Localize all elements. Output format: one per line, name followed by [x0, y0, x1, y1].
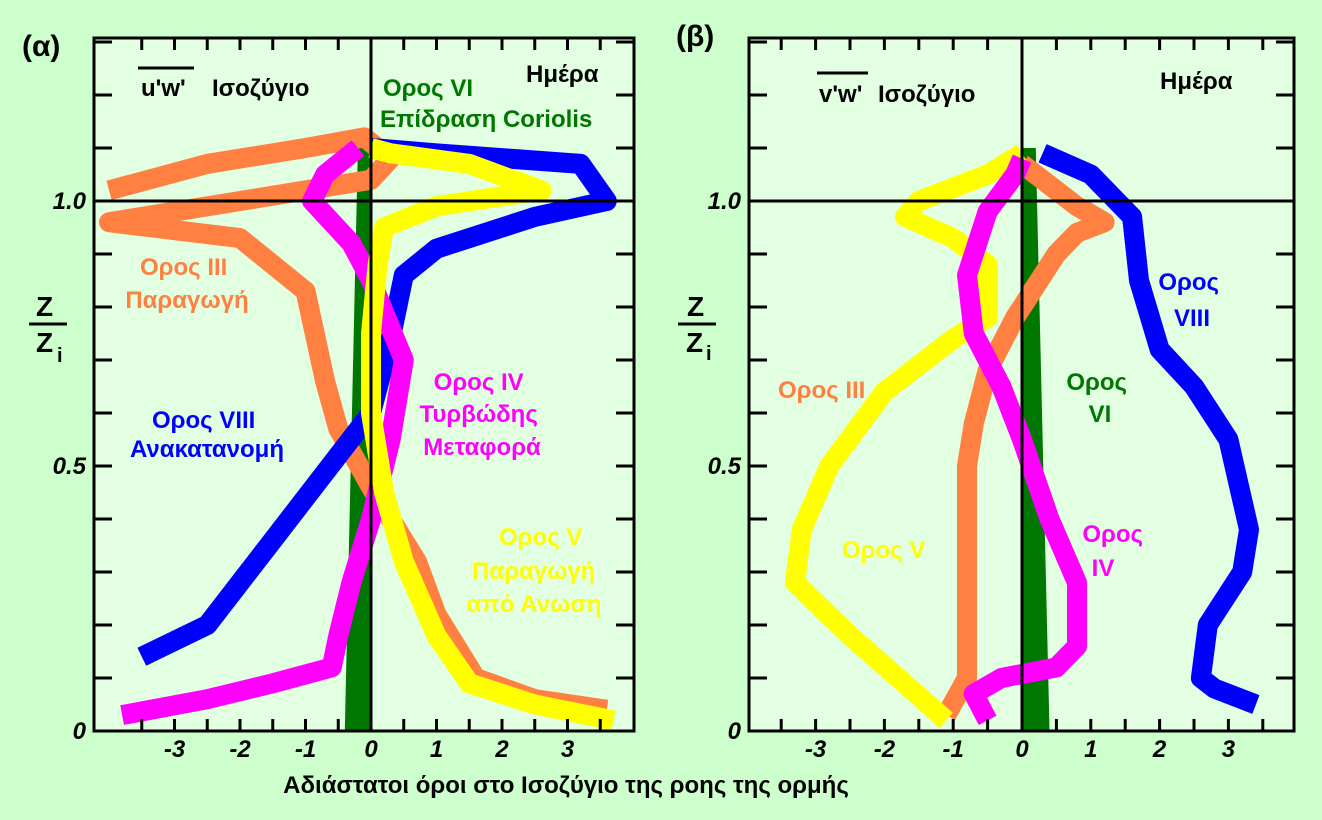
annotation-term-iii-alpha-line2: Παραγωγή — [125, 287, 248, 314]
time-label-alpha: Ημέρα — [526, 61, 599, 88]
balance-label-alpha: Ισοζύγιο — [212, 75, 309, 102]
annotation-term-viii-beta: Ορος VIII — [1158, 269, 1225, 332]
y-axis-label-beta: Z Z i — [678, 291, 716, 365]
series-ορος-iv-alpha — [120, 140, 414, 725]
x-tick-label: -3 — [805, 736, 827, 763]
panel-alpha: 0 0.5 1.0 -3 -2 -1 0 1 2 3 (α) u'w' Ισοζύγιο Ημέρ… — [22, 30, 636, 763]
annotation-term-iii-alpha: Ορος III Παραγωγή — [125, 254, 248, 314]
x-tick-label: -1 — [943, 736, 964, 763]
series-ορος-iii-alpha — [99, 127, 609, 720]
annotation-term-iv-beta-line2: IV — [1092, 555, 1115, 582]
y-axis-label-alpha: Z Z i — [29, 291, 67, 367]
axes-alpha: 0 0.5 1.0 -3 -2 -1 0 1 2 3 — [53, 36, 636, 763]
annotation-term-iii-alpha-line1: Ορος III — [140, 254, 227, 281]
curves-beta — [785, 144, 1260, 731]
time-label-beta: Ημέρα — [1160, 68, 1233, 95]
y-tick-label: 0 — [73, 718, 87, 745]
x-tick-label: 1 — [1084, 736, 1097, 763]
x-tick-label: 1 — [430, 736, 443, 763]
x-tick-label: 3 — [1222, 736, 1236, 763]
series-ορος-viii-beta — [1038, 144, 1260, 714]
z-denominator-beta: Z — [686, 327, 703, 358]
annotation-term-viii-beta-line1: Ορος — [1158, 269, 1219, 296]
annotation-term-viii-alpha-line1: Ορος VIII — [152, 407, 255, 434]
annotation-term-viii-alpha-line2: Ανακατανομή — [130, 436, 284, 463]
annotation-term-iv-beta: Ορος IV — [1082, 521, 1149, 582]
z-denominator-alpha: Z — [36, 327, 53, 358]
panel-beta: 0 0.5 1.0 -3 -2 -1 0 1 2 3 (β) v'w' Ισοζύγιο Ημέρ… — [676, 20, 1296, 763]
y-tick-label: 0 — [728, 718, 742, 745]
plot-frame — [92, 36, 636, 733]
panel-label-alpha: (α) — [22, 30, 60, 63]
x-tick-label: 2 — [494, 736, 509, 763]
x-tick-label: -2 — [874, 736, 896, 763]
flux-label-beta: v'w' — [819, 81, 862, 108]
y-tick-label: 0.5 — [53, 453, 87, 480]
annotation-term-viii-beta-line2: VIII — [1174, 305, 1210, 332]
series-ορος-iv-beta — [957, 154, 1087, 726]
x-tick-label: 2 — [1152, 736, 1167, 763]
annotation-term-viii-alpha: Ορος VIII Ανακατανομή — [130, 407, 284, 463]
annotation-term-iv-beta-line1: Ορος — [1082, 521, 1143, 548]
annotation-term-v-alpha-line1: Ορος V — [499, 524, 582, 551]
y-tick-label: 0.5 — [708, 453, 742, 480]
annotation-term-vi-alpha-line1: Ορος VI — [383, 75, 473, 102]
y-tick-label: 1.0 — [708, 188, 742, 215]
annotation-term-iv-alpha: Ορος IV Τυρβώδης Μεταφορά — [420, 369, 545, 461]
annotation-term-vi-beta-line2: VI — [1089, 401, 1112, 428]
z-numerator-alpha: Z — [36, 291, 53, 322]
annotation-term-v-alpha-line2: Παραγωγή — [472, 558, 595, 585]
annotation-term-v-alpha: Ορος V Παραγωγή από Ανωση — [467, 524, 602, 618]
annotation-term-iv-alpha-line3: Μεταφορά — [423, 434, 541, 461]
z-subscript-beta: i — [706, 343, 712, 365]
x-tick-label: 3 — [561, 736, 575, 763]
x-tick-label: -1 — [295, 736, 316, 763]
series-ορος-viii-alpha — [137, 138, 617, 666]
annotation-term-vi-beta-line1: Ορος — [1066, 369, 1127, 396]
axes-beta: 0 0.5 1.0 -3 -2 -1 0 1 2 3 — [708, 36, 1296, 763]
x-tick-label: -3 — [164, 736, 186, 763]
annotation-term-iv-alpha-line1: Ορος IV — [434, 369, 524, 396]
z-subscript-alpha: i — [57, 345, 63, 367]
annotation-term-vi-beta: Ορος VI — [1066, 369, 1133, 428]
annotation-term-v-beta: Ορος V — [842, 537, 925, 564]
panel-label-beta: (β) — [676, 20, 714, 53]
series-ορος-iii-beta — [937, 155, 1115, 720]
annotation-term-vi-alpha: Ορος VI Επίδραση Coriolis — [380, 75, 592, 133]
annotation-term-v-alpha-line3: από Ανωση — [467, 591, 602, 618]
z-numerator-beta: Z — [687, 291, 704, 322]
annotation-term-iv-alpha-line2: Τυρβώδης — [420, 401, 538, 428]
flux-label-alpha: u'w' — [141, 75, 186, 102]
annotation-term-iii-beta: Ορος III — [778, 377, 865, 404]
annotation-term-vi-alpha-line2: Επίδραση Coriolis — [380, 106, 592, 133]
x-axis-title: Αδιάστατοι όροι στο Ισοζύγιο της ροης τη… — [283, 772, 849, 799]
balance-label-beta: Ισοζύγιο — [878, 81, 975, 108]
x-tick-label: -2 — [229, 736, 251, 763]
x-tick-label: 0 — [1015, 736, 1029, 763]
x-tick-label: 0 — [364, 736, 378, 763]
y-tick-label: 1.0 — [53, 188, 87, 215]
